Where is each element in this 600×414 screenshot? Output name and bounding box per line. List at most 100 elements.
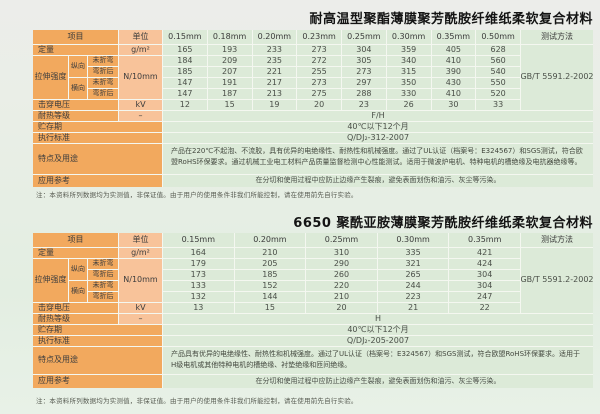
storage-value: 40℃以下12个月 [163,325,593,335]
bend-state-label: 弯折后 [88,89,118,99]
value-cell: 410 [431,89,476,99]
value-cell: 260 [306,270,377,280]
item-header: 项目 [33,30,118,44]
unit-cell: g/m² [119,248,162,258]
row-label-application: 应用参考 [33,175,162,187]
row-label-basis-weight: 定量 [33,45,118,55]
value-cell: 12 [163,100,207,110]
unit-cell: g/m² [119,45,162,55]
unit-cell: N/10mm [119,259,162,302]
row-label-heat-class: 耐热等级 [33,314,118,324]
value-cell: 26 [386,100,431,110]
value-cell: 152 [234,281,306,291]
value-cell: 21 [377,303,449,313]
value-cell: 187 [207,89,252,99]
value-cell: 315 [386,67,431,77]
unit-cell: kV [119,303,162,313]
row-label-features: 特点及用途 [33,347,162,374]
value-cell: 275 [297,89,341,99]
test-method-cell: GB/T 5591.2-2002 [520,248,593,313]
value-cell: 290 [306,259,377,269]
heat-class-value: F/H [163,111,593,121]
value-cell: 424 [449,259,520,269]
value-cell: 560 [476,56,520,66]
table-note-high-temp: 注：本资料所列数据均为实测值，非保证值。由于用户的使用条件非我们所能控制，请在使… [36,191,358,199]
unit-header: 单位 [119,30,162,44]
test-method-cell: GB/T 5591.2-2002 [521,45,593,110]
table-title-high-temp: 耐高温型聚酯薄膜聚芳酰胺纤维纸柔软复合材料 [309,12,593,27]
thickness-header: 0.35mm [431,30,476,44]
value-cell: 179 [163,259,234,269]
value-cell: 173 [163,270,234,280]
direction-label: 横向 [69,78,87,99]
unit-cell: – [119,314,162,324]
thickness-header: 0.35mm [449,233,520,247]
value-cell: 221 [252,67,297,77]
unit-cell: N/10mm [119,56,162,99]
unit-header: 单位 [119,233,162,247]
value-cell: 304 [342,45,386,55]
value-cell: 164 [163,248,234,258]
thickness-header: 0.30mm [377,233,449,247]
value-cell: 184 [163,56,207,66]
spec-table-high-temp: 项目 单位 0.15mm 0.18mm 0.20mm 0.23mm 0.25mm 0.30mm… [33,30,593,187]
value-cell: 330 [386,89,431,99]
value-cell: 19 [252,100,297,110]
value-cell: 33 [476,100,520,110]
value-cell: 350 [386,78,431,88]
value-cell: 144 [234,292,306,302]
value-cell: 133 [163,281,234,291]
value-cell: 220 [306,281,377,291]
standard-value: Q/DJ₂-205-2007 [163,336,593,346]
row-label-standard: 执行标准 [33,336,162,346]
bend-state-label: 未折弯 [88,259,118,269]
features-text: 产品在220℃不起泡、不流胶，具有优异的电绝缘性、耐热性和机械强度。通过了UL认… [163,144,593,174]
value-cell: 244 [377,281,449,291]
value-cell: 147 [163,78,207,88]
thickness-header: 0.20mm [252,30,297,44]
heat-class-value: H [163,314,593,324]
value-cell: 321 [377,259,449,269]
value-cell: 165 [163,45,207,55]
value-cell: 430 [431,78,476,88]
row-label-tensile-strength: 拉伸强度 [33,56,68,99]
value-cell: 217 [252,78,297,88]
spec-table-6650: 项目 单位 0.15mm 0.20mm 0.25mm 0.30mm 0.35mm 测试方法 定量… [33,233,593,388]
table-title-6650: 6650 聚酰亚胺薄膜聚芳酰胺纤维纸柔软复合材料 [293,216,593,231]
unit-cell: kV [119,100,162,110]
value-cell: 205 [234,259,306,269]
thickness-header: 0.15mm [163,233,234,247]
method-header: 测试方法 [520,233,593,247]
value-cell: 185 [234,270,306,280]
value-cell: 297 [342,78,386,88]
value-cell: 304 [449,270,520,280]
row-label-tensile-strength: 拉伸强度 [33,259,68,302]
row-label-storage: 贮存期 [33,122,162,132]
value-cell: 22 [449,303,520,313]
value-cell: 30 [431,100,476,110]
value-cell: 233 [252,45,297,55]
value-cell: 209 [207,56,252,66]
value-cell: 310 [306,248,377,258]
value-cell: 520 [476,89,520,99]
unit-cell: – [119,111,162,121]
method-header: 测试方法 [521,30,593,44]
value-cell: 20 [297,100,341,110]
value-cell: 13 [163,303,234,313]
value-cell: 288 [342,89,386,99]
value-cell: 273 [297,45,341,55]
application-text: 在分切和使用过程中应防止边缘产生裂痕，避免表面划伤和油污、灰尘等污染。 [163,175,593,187]
value-cell: 213 [252,89,297,99]
bend-state-label: 未折弯 [88,56,118,66]
row-label-application: 应用参考 [33,375,162,388]
value-cell: 273 [297,78,341,88]
application-text: 在分切和使用过程中应防止边缘产生裂痕，避免表面划伤和油污、灰尘等污染。 [163,375,593,388]
value-cell: 147 [163,89,207,99]
row-label-breakdown-voltage: 击穿电压 [33,100,118,110]
value-cell: 207 [207,67,252,77]
row-label-breakdown-voltage: 击穿电压 [33,303,118,313]
value-cell: 247 [449,292,520,302]
row-label-heat-class: 耐热等级 [33,111,118,121]
value-cell: 628 [476,45,520,55]
